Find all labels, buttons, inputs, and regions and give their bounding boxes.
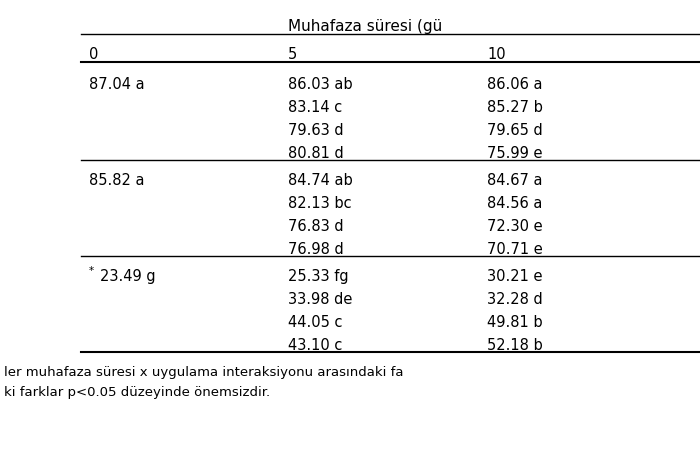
Text: 85.27 b: 85.27 b <box>487 100 543 115</box>
Text: 82.13 bc: 82.13 bc <box>288 196 351 211</box>
Text: 84.74 ab: 84.74 ab <box>288 173 353 188</box>
Text: 84.67 a: 84.67 a <box>487 173 542 188</box>
Text: 76.98 d: 76.98 d <box>288 242 344 257</box>
Text: ler muhafaza süresi x uygulama interaksiyonu arasındaki fa: ler muhafaza süresi x uygulama interaksi… <box>4 366 404 379</box>
Text: 75.99 e: 75.99 e <box>487 146 542 161</box>
Text: 43.10 c: 43.10 c <box>288 338 342 353</box>
Text: 23.49 g: 23.49 g <box>100 269 156 284</box>
Text: Muhafaza süresi (gü: Muhafaza süresi (gü <box>288 19 442 34</box>
Text: 70.71 e: 70.71 e <box>487 242 543 257</box>
Text: 87.04 a: 87.04 a <box>89 77 144 92</box>
Text: ki farklar p<0.05 düzeyinde önemsizdir.: ki farklar p<0.05 düzeyinde önemsizdir. <box>4 386 271 399</box>
Text: 83.14 c: 83.14 c <box>288 100 342 115</box>
Text: 52.18 b: 52.18 b <box>487 338 543 353</box>
Text: 79.65 d: 79.65 d <box>487 123 543 138</box>
Text: 80.81 d: 80.81 d <box>288 146 344 161</box>
Text: 79.63 d: 79.63 d <box>288 123 344 138</box>
Text: 32.28 d: 32.28 d <box>487 292 543 307</box>
Text: 5: 5 <box>288 47 298 62</box>
Text: 85.82 a: 85.82 a <box>89 173 144 188</box>
Text: 86.03 ab: 86.03 ab <box>288 77 353 92</box>
Text: 10: 10 <box>487 47 506 62</box>
Text: 25.33 fg: 25.33 fg <box>288 269 349 284</box>
Text: *: * <box>89 266 94 276</box>
Text: 72.30 e: 72.30 e <box>487 219 543 234</box>
Text: 86.06 a: 86.06 a <box>487 77 542 92</box>
Text: 76.83 d: 76.83 d <box>288 219 344 234</box>
Text: 0: 0 <box>89 47 98 62</box>
Text: 33.98 de: 33.98 de <box>288 292 352 307</box>
Text: 30.21 e: 30.21 e <box>487 269 542 284</box>
Text: 44.05 c: 44.05 c <box>288 315 342 330</box>
Text: 84.56 a: 84.56 a <box>487 196 542 211</box>
Text: 49.81 b: 49.81 b <box>487 315 543 330</box>
